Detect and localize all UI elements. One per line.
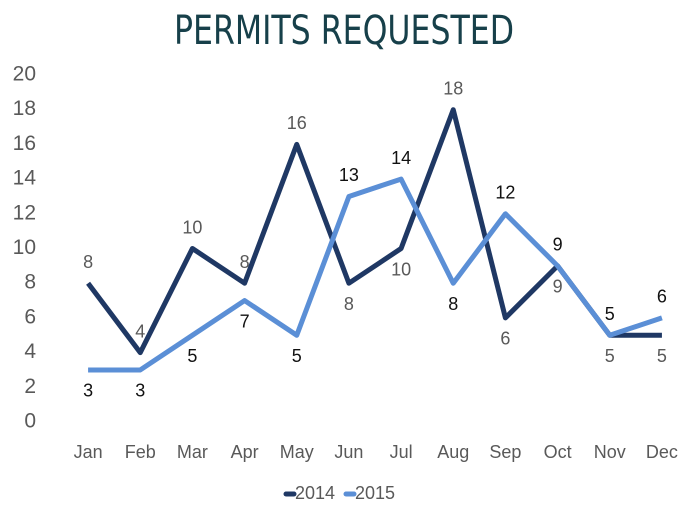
data-label: 5 [605,304,615,324]
x-tick-label: Feb [125,442,156,462]
y-tick-label: 8 [24,271,36,294]
y-tick-label: 14 [13,167,37,190]
data-label: 3 [83,381,93,401]
data-label: 5 [292,346,302,366]
x-tick-label: Mar [177,442,208,462]
y-tick-label: 6 [24,305,36,328]
data-label: 3 [135,381,145,401]
y-tick-label: 18 [13,97,36,120]
data-label: 18 [443,78,463,98]
x-tick-label: Jun [334,442,363,462]
x-tick-label: Apr [231,442,259,462]
x-tick-label: Jan [74,442,103,462]
x-tick-label: May [280,442,314,462]
data-label: 5 [187,346,197,366]
y-tick-label: 12 [13,201,36,224]
data-label: 9 [553,235,563,255]
line-series [88,176,663,373]
data-label: 8 [240,252,250,272]
y-tick-label: 20 [13,63,36,86]
data-label: 10 [182,217,202,237]
chart-title: PERMITS REQUESTED [174,8,514,54]
data-label: 5 [657,346,667,366]
data-label: 4 [135,321,145,341]
x-tick-label: Nov [594,442,626,462]
x-tick-label: Oct [544,442,572,462]
data-label: 13 [339,165,359,185]
legend-label: 2015 [355,483,395,503]
y-tick-label: 10 [13,236,36,259]
x-tick-label: Sep [489,442,521,462]
y-tick-label: 16 [13,132,36,155]
data-label: 5 [605,346,615,366]
data-label: 9 [553,277,563,297]
legend-label: 2014 [295,483,335,503]
data-label: 16 [287,113,307,133]
data-label: 8 [448,294,458,314]
data-label: 14 [391,148,411,168]
data-label: 7 [240,311,250,331]
data-label: 12 [495,183,515,203]
data-label: 10 [391,259,411,279]
y-tick-label: 4 [24,340,36,363]
y-tick-label: 2 [24,375,36,398]
line-series [86,107,662,356]
data-label: 6 [657,287,667,307]
data-label: 6 [500,329,510,349]
y-tick-label: 0 [24,410,36,433]
data-label: 8 [83,252,93,272]
x-tick-label: Aug [437,442,469,462]
x-tick-label: Jul [390,442,413,462]
x-tick-label: Dec [646,442,678,462]
data-label: 8 [344,294,354,314]
